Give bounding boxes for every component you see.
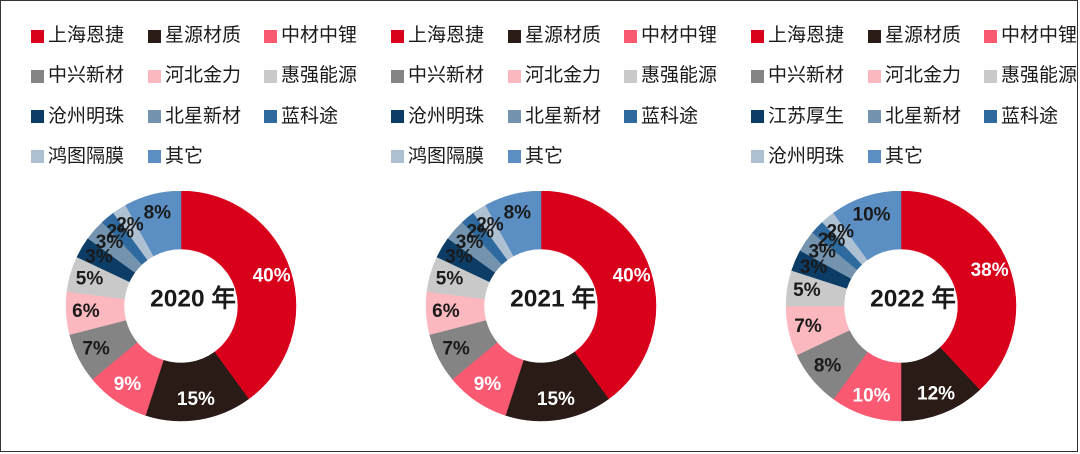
svg-text:2%: 2% xyxy=(116,215,144,236)
svg-text:8%: 8% xyxy=(814,356,842,377)
svg-text:6%: 6% xyxy=(432,301,460,322)
svg-text:2022 年: 2022 年 xyxy=(870,283,956,312)
svg-text:12%: 12% xyxy=(917,384,955,405)
svg-text:10%: 10% xyxy=(853,204,891,225)
svg-text:40%: 40% xyxy=(253,266,291,287)
svg-text:2020 年: 2020 年 xyxy=(150,283,236,312)
svg-text:2021 年: 2021 年 xyxy=(510,283,596,312)
svg-text:38%: 38% xyxy=(971,260,1009,281)
svg-text:2%: 2% xyxy=(827,222,855,243)
svg-text:8%: 8% xyxy=(504,203,532,224)
svg-text:7%: 7% xyxy=(82,338,110,359)
svg-text:6%: 6% xyxy=(72,301,100,322)
svg-text:15%: 15% xyxy=(177,389,215,410)
svg-text:9%: 9% xyxy=(474,374,502,395)
svg-text:7%: 7% xyxy=(794,316,822,337)
svg-text:2%: 2% xyxy=(476,215,504,236)
svg-text:9%: 9% xyxy=(114,374,142,395)
svg-text:7%: 7% xyxy=(442,338,470,359)
svg-text:40%: 40% xyxy=(613,266,651,287)
svg-text:8%: 8% xyxy=(144,203,172,224)
svg-text:5%: 5% xyxy=(76,268,104,289)
svg-text:5%: 5% xyxy=(793,280,821,301)
svg-text:10%: 10% xyxy=(853,386,891,407)
svg-text:5%: 5% xyxy=(436,268,464,289)
svg-text:15%: 15% xyxy=(537,389,575,410)
